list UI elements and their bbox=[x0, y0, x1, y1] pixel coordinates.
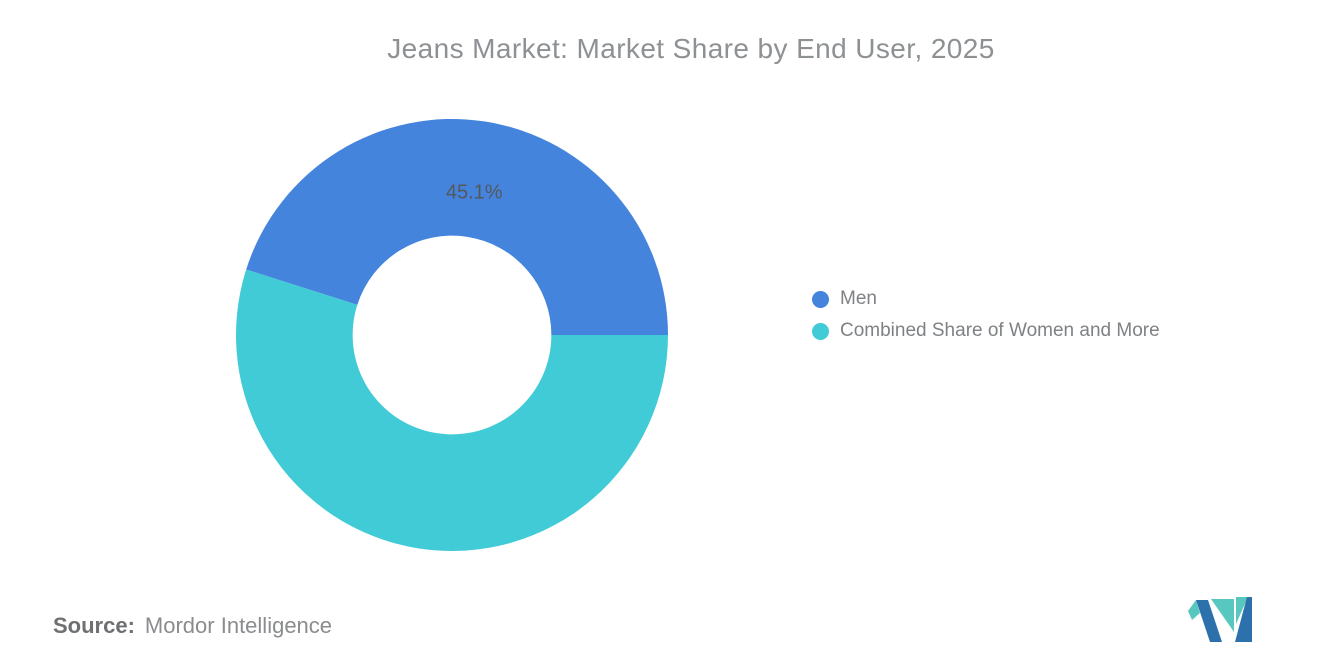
logo-shape bbox=[1236, 597, 1248, 624]
legend-item-men[interactable]: Men bbox=[812, 283, 1160, 315]
legend-label-men: Men bbox=[840, 288, 877, 309]
logo-shape bbox=[1196, 600, 1222, 642]
logo-shape bbox=[1188, 600, 1200, 620]
pie-slice-1[interactable] bbox=[236, 269, 669, 551]
logo-shape bbox=[1235, 597, 1252, 642]
chart-legend: Men Combined Share of Women and More bbox=[812, 283, 1160, 347]
logo-shape bbox=[1211, 599, 1234, 632]
source-value: Mordor Intelligence bbox=[144, 613, 333, 638]
chart-title: Jeans Market: Market Share by End User, … bbox=[387, 33, 995, 64]
source-label: Source: bbox=[53, 613, 135, 638]
legend-label-women-and-more: Combined Share of Women and More bbox=[840, 320, 1160, 341]
pie-slice-0[interactable] bbox=[246, 118, 668, 335]
mordor-intelligence-logo bbox=[1188, 597, 1252, 642]
legend-marker-men-icon bbox=[812, 290, 829, 308]
slice-data-label: 45.1% bbox=[446, 182, 503, 204]
legend-marker-women-and-more-icon bbox=[812, 322, 829, 340]
source-line: Source: Mordor Intelligence bbox=[53, 613, 332, 639]
legend-item-women-and-more[interactable]: Combined Share of Women and More bbox=[812, 315, 1160, 347]
donut-series bbox=[236, 118, 669, 551]
